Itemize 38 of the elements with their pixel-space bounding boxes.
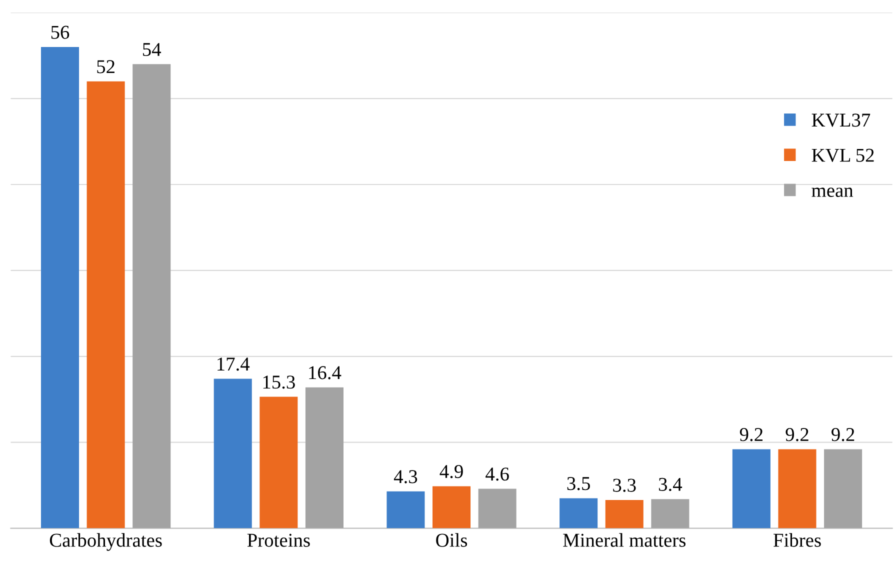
bar: [305, 387, 344, 528]
data-label: 3.4: [658, 478, 682, 492]
data-label: 54: [143, 43, 162, 56]
data-label: 3.5: [567, 477, 590, 490]
data-label: 15.3: [263, 376, 295, 389]
legend-label: KVL 52: [812, 148, 874, 162]
x-tick-label: Mineral matters: [563, 533, 686, 547]
bar: [778, 449, 816, 528]
data-label: 9.2: [832, 428, 854, 442]
data-label: 3.3: [613, 478, 636, 492]
bar: [132, 64, 171, 528]
data-label: 9.2: [786, 428, 808, 442]
bar: [40, 46, 80, 528]
bar: [432, 486, 471, 528]
data-label: 16.4: [309, 366, 342, 380]
bar: [824, 449, 862, 528]
bar: [260, 396, 298, 528]
bar: [732, 449, 770, 528]
bar: [605, 500, 644, 528]
x-tick-label: Fibres: [773, 533, 821, 547]
bar: [386, 491, 425, 528]
bar: [86, 81, 125, 528]
legend-label: KVL37: [812, 114, 870, 127]
data-label: 17.4: [218, 358, 250, 371]
x-tick-label: Carbohydrates: [50, 533, 162, 551]
data-label: 9.2: [740, 428, 763, 442]
data-label: 4.6: [486, 468, 509, 481]
data-label: 4.3: [394, 470, 418, 484]
x-tick-label: Proteins: [247, 534, 310, 547]
data-label: 4.9: [440, 465, 463, 478]
bar: [478, 488, 516, 528]
x-tick-label: Oils: [436, 533, 468, 547]
legend-label: mean: [812, 188, 854, 198]
data-label: 56: [51, 26, 70, 39]
bar: [651, 499, 690, 528]
data-label: 52: [97, 60, 114, 74]
bar: [214, 378, 252, 528]
bar: [560, 498, 598, 528]
